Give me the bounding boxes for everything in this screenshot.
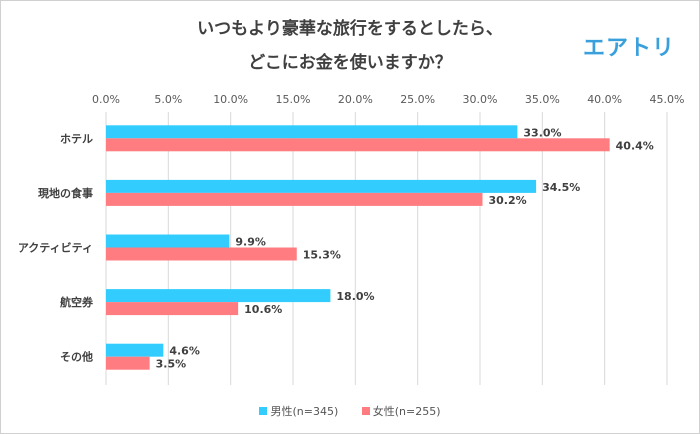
x-tick-label: 40.0% bbox=[587, 93, 622, 106]
data-label: 10.6% bbox=[244, 303, 282, 316]
chart-title-line1: いつもより豪華な旅行をするとしたら、 bbox=[197, 19, 503, 39]
category-label: アクティビティ bbox=[18, 241, 93, 255]
bar-male bbox=[106, 289, 331, 303]
data-label: 4.6% bbox=[169, 345, 200, 358]
x-tick-label: 10.0% bbox=[213, 93, 248, 106]
x-tick-label: 30.0% bbox=[463, 93, 498, 106]
legend-swatch-male bbox=[259, 407, 268, 415]
category-label: その他 bbox=[60, 350, 93, 364]
x-tick-label: 15.0% bbox=[276, 93, 311, 106]
legend: 男性(n=345) 女性(n=255) bbox=[0, 403, 700, 419]
bar-female bbox=[106, 247, 297, 261]
bar-male bbox=[106, 234, 230, 248]
bar-female bbox=[106, 356, 150, 370]
data-label: 34.5% bbox=[542, 181, 580, 194]
legend-item-female: 女性(n=255) bbox=[361, 405, 441, 418]
bar-female bbox=[106, 138, 610, 152]
legend-swatch-female bbox=[361, 407, 370, 415]
x-tick-label: 35.0% bbox=[525, 93, 560, 106]
bar-male bbox=[106, 125, 518, 139]
data-label: 33.0% bbox=[523, 126, 561, 139]
bar-male bbox=[106, 343, 164, 357]
bar-male bbox=[106, 179, 537, 193]
x-tick-label: 0.0% bbox=[92, 93, 120, 106]
category-label: 航空券 bbox=[60, 295, 94, 309]
data-label: 18.0% bbox=[336, 290, 374, 303]
data-label: 40.4% bbox=[616, 139, 654, 152]
bar-female bbox=[106, 192, 483, 206]
chart-title-line2: どこにお金を使いますか？ bbox=[248, 53, 452, 73]
airtrip-logo: エアトリ bbox=[583, 36, 676, 61]
x-tick-label: 20.0% bbox=[338, 93, 373, 106]
legend-label-male: 男性(n=345) bbox=[270, 405, 339, 418]
data-label: 3.5% bbox=[156, 358, 187, 371]
x-tick-label: 5.0% bbox=[154, 93, 182, 106]
bar-female bbox=[106, 302, 239, 316]
legend-item-male: 男性(n=345) bbox=[259, 405, 338, 418]
x-tick-label: 45.0% bbox=[650, 93, 685, 106]
category-label: ホテル bbox=[60, 132, 93, 145]
data-label: 30.2% bbox=[488, 194, 526, 207]
category-label: 現地の食事 bbox=[38, 186, 93, 200]
data-label: 9.9% bbox=[235, 236, 266, 249]
legend-label-female: 女性(n=255) bbox=[372, 405, 441, 418]
data-label: 15.3% bbox=[303, 249, 341, 262]
x-tick-label: 25.0% bbox=[400, 93, 435, 106]
